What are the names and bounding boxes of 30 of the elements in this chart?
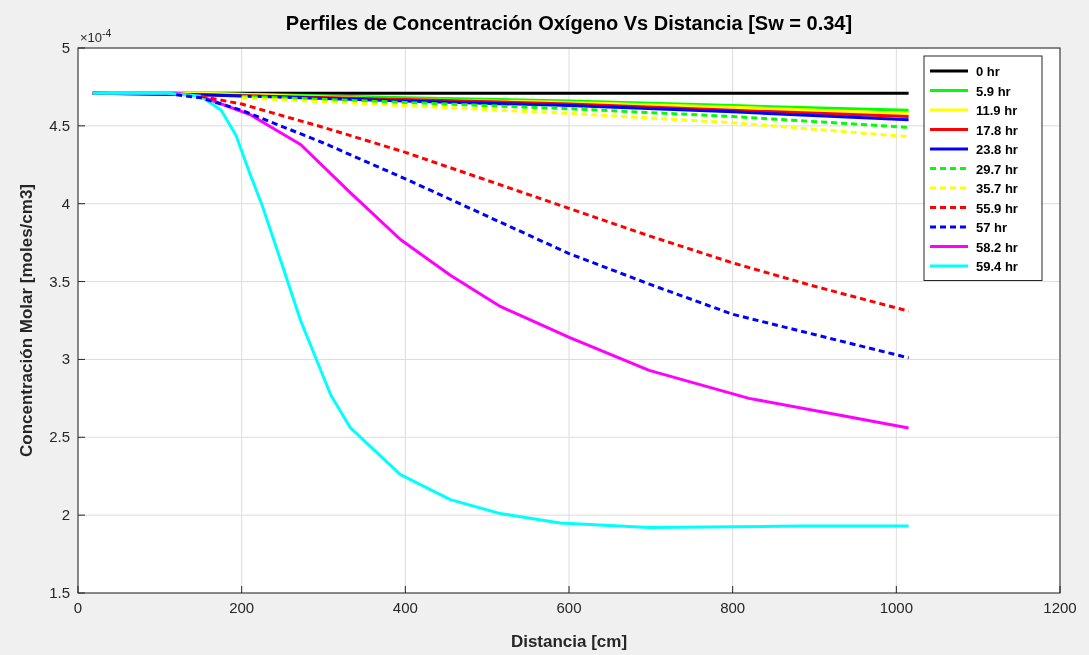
y-tick-label: 3.5 [49, 272, 70, 290]
legend-label: 11.9 hr [976, 103, 1018, 118]
legend-label: 55.9 hr [976, 200, 1018, 216]
x-tick-label: 200 [229, 599, 255, 616]
y-tick-label: 3 [61, 350, 70, 368]
legend-label: 35.7 hr [976, 181, 1018, 196]
y-axis-title: Concentración Molar [moles/cm3] [17, 183, 36, 458]
x-tick-label: 0 [73, 599, 83, 616]
legend-label: 59.4 hr [976, 259, 1018, 274]
legend-label: 57 hr [976, 220, 1008, 235]
y-tick-label: 4.5 [49, 116, 70, 134]
text: ×10$^{-4}$ [80, 27, 112, 45]
legend-label: 23.8 hr [976, 142, 1018, 157]
x-tick-label: 1000 [879, 599, 914, 616]
y-tick-label: 1.5 [49, 584, 70, 601]
legend-label: 58.2 hr [976, 239, 1018, 255]
y-tick-label: 4 [61, 194, 70, 212]
x-tick-label: 1200 [1043, 599, 1077, 616]
y-tick-label: 2 [61, 506, 70, 524]
legend-label: 17.8 hr [976, 122, 1018, 138]
y-tick-label: 5 [61, 39, 70, 56]
legend-label: 29.7 hr [976, 161, 1018, 177]
legend-label: 5.9 hr [976, 83, 1011, 99]
x-tick-label: 800 [720, 599, 746, 616]
y-tick-label: 2.5 [49, 428, 70, 446]
legend-label: 0 hr [976, 64, 1000, 79]
x-tick-label: 600 [556, 599, 582, 616]
x-tick-label: 400 [392, 599, 418, 616]
x-axis-title: Distancia [cm] [510, 632, 628, 651]
chart-title: Perfiles de Concentración Oxígeno Vs Distancia [Sw = 0.34] [285, 12, 853, 34]
